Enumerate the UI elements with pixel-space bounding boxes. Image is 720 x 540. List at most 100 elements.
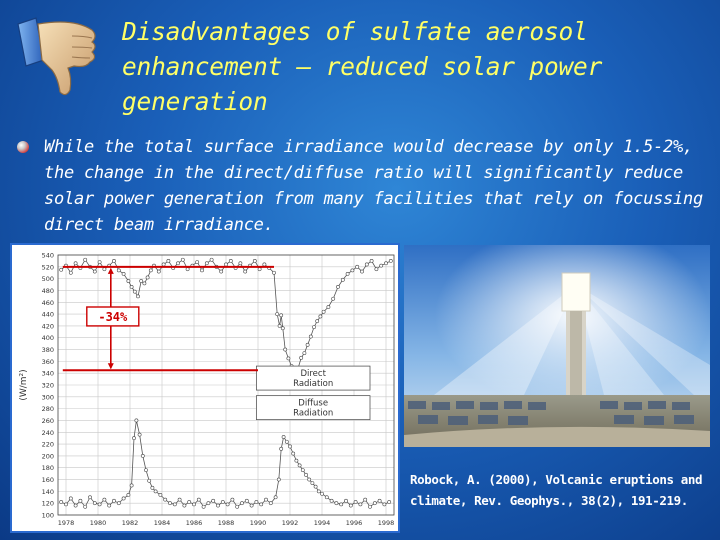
data-point bbox=[144, 468, 148, 472]
data-point bbox=[230, 497, 235, 502]
data-point bbox=[281, 435, 286, 439]
data-point bbox=[388, 259, 393, 263]
data-point bbox=[244, 498, 249, 503]
data-point bbox=[121, 496, 126, 501]
data-point bbox=[238, 261, 243, 266]
data-point bbox=[172, 502, 177, 507]
data-point bbox=[142, 281, 147, 286]
y-tick-label: 340 bbox=[42, 370, 54, 378]
y-tick-label: 160 bbox=[42, 476, 54, 484]
data-point bbox=[288, 444, 292, 449]
data-point bbox=[350, 268, 355, 273]
data-point bbox=[279, 446, 284, 451]
data-point bbox=[129, 483, 134, 488]
y-axis-label: (W/m²) bbox=[19, 369, 29, 400]
legend-box bbox=[255, 365, 371, 391]
data-point bbox=[273, 495, 278, 500]
annotation-label: -34% bbox=[98, 310, 128, 324]
data-point bbox=[200, 268, 204, 273]
data-point bbox=[310, 481, 315, 485]
y-tick-label: 200 bbox=[42, 452, 54, 460]
data-point bbox=[83, 257, 88, 262]
data-point bbox=[280, 326, 285, 331]
data-point bbox=[204, 261, 209, 266]
data-point bbox=[249, 503, 254, 508]
y-tick-label: 480 bbox=[42, 287, 54, 295]
data-point bbox=[68, 270, 73, 275]
data-point bbox=[340, 277, 345, 282]
data-point bbox=[264, 497, 268, 502]
data-point bbox=[136, 294, 140, 299]
data-point bbox=[316, 489, 321, 494]
data-point bbox=[360, 269, 364, 274]
data-point bbox=[345, 272, 350, 276]
data-point bbox=[129, 285, 134, 289]
x-tick-label: 1996 bbox=[346, 519, 363, 527]
data-point bbox=[73, 503, 78, 508]
data-point bbox=[132, 436, 136, 441]
data-point bbox=[368, 504, 372, 509]
y-tick-label: 460 bbox=[42, 299, 54, 307]
data-point bbox=[158, 493, 163, 497]
bullet-text: While the total surface irradiance would… bbox=[44, 137, 704, 235]
x-tick-label: 1990 bbox=[250, 519, 267, 527]
data-point bbox=[348, 503, 353, 508]
data-point bbox=[187, 500, 192, 504]
data-point bbox=[126, 279, 131, 283]
data-point bbox=[272, 270, 276, 275]
data-point bbox=[334, 501, 339, 506]
y-tick-label: 180 bbox=[42, 464, 54, 472]
data-point bbox=[59, 267, 64, 272]
x-tick-label: 1980 bbox=[90, 519, 107, 527]
data-point bbox=[225, 502, 230, 507]
y-tick-label: 500 bbox=[42, 275, 54, 283]
x-tick-label: 1978 bbox=[58, 519, 75, 527]
data-point bbox=[211, 498, 216, 503]
data-point bbox=[148, 268, 153, 273]
data-point bbox=[121, 272, 126, 276]
data-point bbox=[307, 477, 312, 482]
data-point bbox=[145, 275, 150, 280]
y-tick-label: 380 bbox=[42, 346, 54, 354]
y-tick-label: 440 bbox=[42, 311, 54, 319]
data-point bbox=[275, 312, 280, 316]
data-point bbox=[252, 259, 257, 263]
series-line-diffuse bbox=[61, 420, 390, 508]
y-tick-label: 240 bbox=[42, 429, 54, 437]
data-point bbox=[116, 501, 121, 506]
data-point bbox=[220, 500, 225, 504]
data-point bbox=[216, 503, 220, 508]
data-point bbox=[140, 454, 145, 458]
y-tick-label: 320 bbox=[42, 382, 54, 390]
data-point bbox=[185, 267, 190, 272]
data-point bbox=[318, 314, 323, 319]
data-point bbox=[206, 501, 211, 506]
data-point bbox=[294, 458, 299, 463]
data-point bbox=[147, 478, 152, 483]
data-point bbox=[192, 502, 196, 507]
legend-label: Radiation bbox=[293, 409, 333, 419]
data-point bbox=[382, 502, 387, 507]
data-point bbox=[97, 502, 102, 507]
data-point bbox=[153, 489, 158, 494]
legend-label: Direct bbox=[300, 369, 326, 379]
x-tick-label: 1994 bbox=[314, 519, 331, 527]
data-point bbox=[299, 355, 304, 360]
data-point bbox=[180, 257, 185, 262]
data-point bbox=[324, 495, 329, 500]
data-point bbox=[326, 305, 331, 309]
data-point bbox=[254, 500, 259, 504]
y-tick-label: 540 bbox=[42, 252, 54, 260]
data-point bbox=[353, 500, 358, 504]
data-point bbox=[387, 500, 392, 504]
data-point bbox=[201, 504, 206, 509]
chart-svg: 540 520 500 480 460 440 420 400 380 360 340 320 300 2… bbox=[19, 252, 395, 527]
y-tick-label: 420 bbox=[42, 322, 54, 330]
data-point bbox=[321, 309, 326, 314]
data-point bbox=[329, 498, 334, 503]
data-point bbox=[312, 325, 316, 329]
data-point bbox=[363, 497, 368, 502]
data-point bbox=[107, 503, 112, 508]
data-point bbox=[369, 259, 374, 263]
solar-tower-photo bbox=[404, 245, 710, 447]
